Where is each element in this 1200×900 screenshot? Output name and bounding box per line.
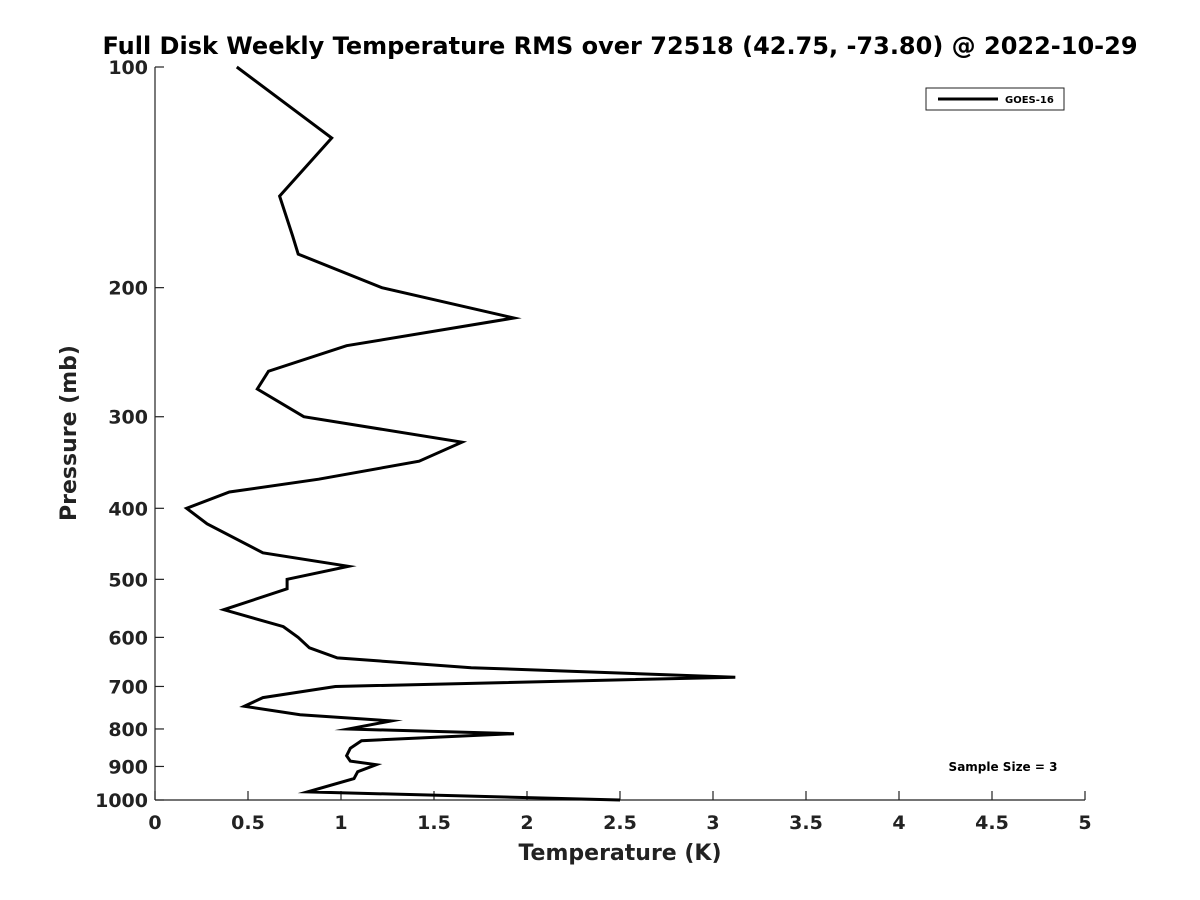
x-tick-label: 1 — [334, 812, 347, 834]
y-tick-label: 800 — [108, 719, 148, 741]
y-tick-label: 1000 — [95, 790, 148, 812]
x-axis-ticks: 0 0.5 1 1.5 2 2.5 3 3.5 4 4.5 5 — [148, 791, 1092, 834]
x-tick-label: 0.5 — [231, 812, 265, 834]
legend: GOES-16 — [925, 87, 1065, 111]
sample-size-annotation: Sample Size = 3 — [949, 760, 1058, 774]
y-axis-ticks: 100 200 300 400 500 600 700 800 900 1000 — [95, 57, 164, 812]
y-tick-label: 700 — [108, 676, 148, 698]
x-tick-label: 4 — [892, 812, 905, 834]
chart-title: Full Disk Weekly Temperature RMS over 72… — [102, 32, 1137, 60]
x-tick-label: 3.5 — [789, 812, 823, 834]
x-axis-label: Temperature (K) — [518, 841, 721, 866]
x-tick-label: 4.5 — [975, 812, 1009, 834]
x-tick-label: 0 — [148, 812, 161, 834]
y-tick-label: 400 — [108, 498, 148, 520]
y-tick-label: 300 — [108, 407, 148, 429]
y-tick-label: 500 — [108, 569, 148, 591]
x-tick-label: 5 — [1078, 812, 1091, 834]
y-tick-label: 600 — [108, 627, 148, 649]
series-layer — [183, 65, 736, 802]
legend-entry-goes-16: GOES-16 — [1005, 95, 1054, 106]
series-line-goes-16 — [183, 65, 736, 802]
x-tick-label: 3 — [706, 812, 719, 834]
x-tick-label: 2 — [520, 812, 533, 834]
x-tick-label: 1.5 — [417, 812, 451, 834]
y-tick-label: 200 — [108, 278, 148, 300]
y-axis-label: Pressure (mb) — [57, 345, 82, 521]
x-tick-label: 2.5 — [603, 812, 637, 834]
y-tick-label: 900 — [108, 756, 148, 778]
y-tick-label: 100 — [108, 57, 148, 79]
